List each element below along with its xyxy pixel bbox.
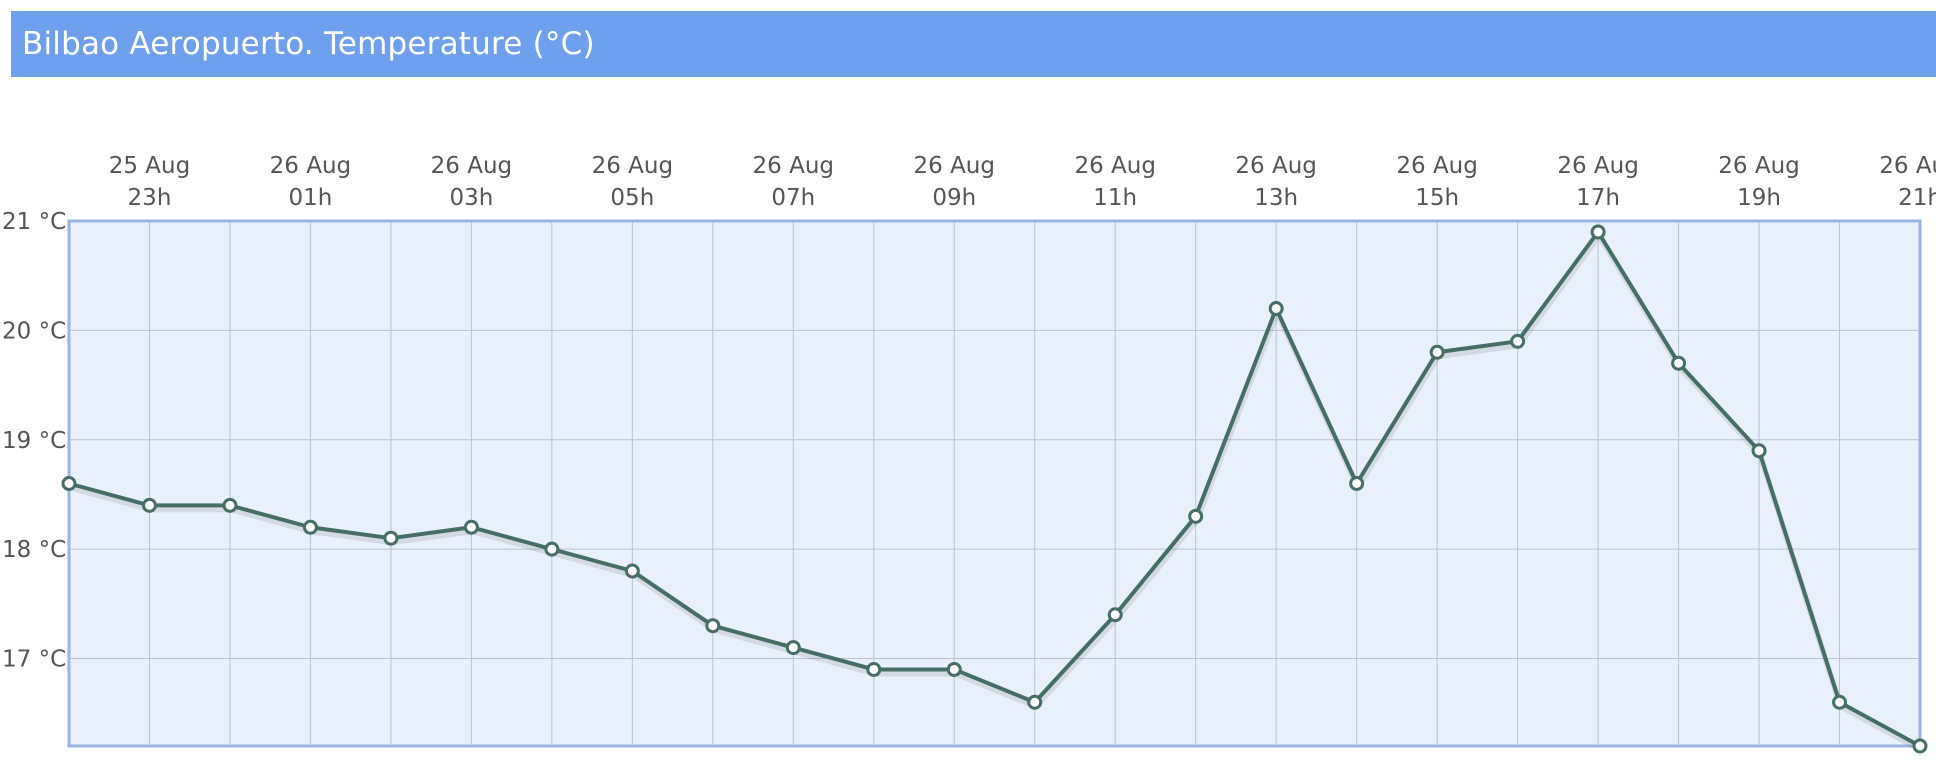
temperature-series-line [68,229,1921,748]
x-tick-label-hour: 23h [128,185,172,211]
x-tick-label-date: 26 Aug [1879,153,1936,179]
data-point[interactable] [1751,443,1767,459]
plot-background [69,221,1920,746]
chart-title: Bilbao Aeropuerto. Temperature (°C) [22,26,595,62]
x-tick-label-hour: 17h [1576,185,1620,211]
data-point[interactable] [866,661,882,677]
x-tick-label-date: 26 Aug [753,153,835,179]
data-point[interactable] [61,476,77,491]
data-point[interactable] [1188,508,1204,524]
data-point[interactable] [946,661,962,677]
x-tick-label-date: 25 Aug [109,153,191,179]
data-point[interactable] [1349,476,1365,491]
x-tick-label-hour: 01h [289,185,333,211]
data-point[interactable] [1429,344,1445,360]
x-tick-label-hour: 11h [1093,185,1137,211]
x-tick-label-date: 26 Aug [592,153,674,179]
data-point[interactable] [544,541,560,557]
y-tick-label: 21 °C [2,209,66,235]
plot-area: 17 °C 18 °C 19 °C 20 °C 21 °C 25 Aug 23h 26 Aug… [2,153,1936,754]
x-tick-label-hour: 13h [1254,185,1298,211]
x-tick-label-hour: 19h [1737,185,1781,211]
data-point[interactable] [1590,224,1606,240]
data-point[interactable] [705,618,721,634]
x-tick-label-hour: 15h [1415,185,1459,211]
data-point[interactable] [463,519,479,535]
x-tick-label-date: 26 Aug [1235,153,1317,179]
y-tick-label: 17 °C [2,647,66,673]
chart-title-bar: Bilbao Aeropuerto. Temperature (°C) [11,11,1936,77]
y-tick-label: 19 °C [2,428,66,454]
x-tick-label-hour: 05h [610,185,654,211]
x-tick-label-date: 26 Aug [431,153,513,179]
x-tick-label-date: 26 Aug [914,153,996,179]
data-point[interactable] [1912,738,1928,754]
x-tick-label-date: 26 Aug [1557,153,1639,179]
x-tick-label-date: 26 Aug [1074,153,1156,179]
data-point[interactable] [1510,333,1526,349]
data-point[interactable] [624,563,640,579]
x-tick-label-date: 26 Aug [1396,153,1478,179]
x-tick-label-hour: 03h [449,185,493,211]
y-tick-label: 20 °C [2,318,66,344]
data-point[interactable] [383,530,399,546]
data-point[interactable] [222,497,238,513]
data-point[interactable] [141,497,157,513]
y-tick-label: 18 °C [2,537,66,563]
data-point[interactable] [302,519,318,535]
x-tick-label-hour: 21h [1898,185,1936,211]
x-tick-label-date: 26 Aug [1718,153,1800,179]
data-point[interactable] [1027,694,1043,710]
data-point[interactable] [1268,301,1284,316]
x-tick-label-hour: 07h [771,185,815,211]
data-point[interactable] [1671,355,1687,371]
data-point[interactable] [785,640,801,656]
x-tick-label-hour: 09h [932,185,976,211]
x-tick-label-date: 26 Aug [270,153,352,179]
data-point[interactable] [1832,694,1848,710]
data-point[interactable] [1107,607,1123,623]
